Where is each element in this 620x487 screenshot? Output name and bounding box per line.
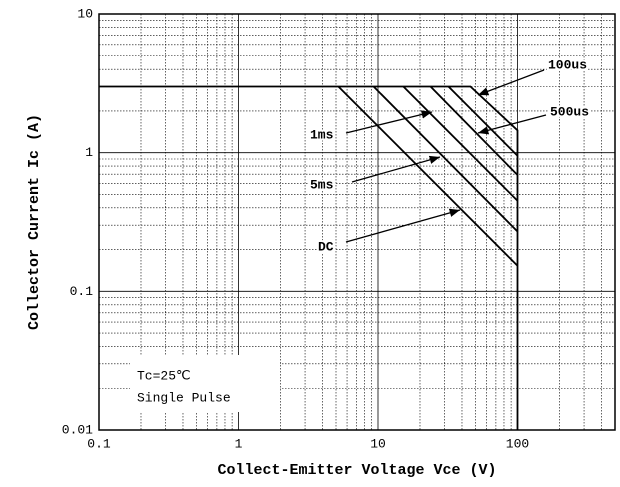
series-label: 5ms bbox=[310, 177, 334, 192]
label-arrow bbox=[345, 110, 433, 134]
y-tick-label: 0.1 bbox=[70, 284, 94, 299]
x-tick-label: 0.1 bbox=[87, 436, 111, 451]
soa-line bbox=[337, 85, 519, 267]
soa-line bbox=[372, 85, 519, 233]
soa-line bbox=[402, 85, 519, 202]
label-arrow bbox=[351, 155, 441, 183]
series-label: DC bbox=[318, 239, 334, 254]
series-label: 1ms bbox=[310, 127, 334, 142]
soa-line bbox=[429, 85, 519, 176]
label-arrow bbox=[477, 114, 547, 135]
soa-line bbox=[447, 85, 519, 157]
x-tick-label: 100 bbox=[506, 436, 529, 451]
plot-frame bbox=[98, 13, 616, 431]
series-label: 500us bbox=[550, 104, 589, 119]
x-tick-label: 10 bbox=[370, 436, 386, 451]
label-arrow bbox=[477, 69, 545, 96]
annotation: Single Pulse bbox=[137, 390, 231, 405]
annotation: Tc=25℃ bbox=[137, 368, 191, 383]
series-label: DC bbox=[318, 239, 334, 254]
y-tick-label: 0.01 bbox=[62, 422, 93, 437]
series-label: 100us bbox=[548, 57, 587, 72]
y-axis-label: Collector Current Ic (A) bbox=[26, 114, 43, 330]
plot bbox=[99, 85, 519, 430]
annotation-box bbox=[130, 355, 280, 412]
y-tick-label: 1 bbox=[85, 145, 93, 160]
series-label: 5ms bbox=[310, 177, 334, 192]
x-axis-label: Collect-Emitter Voltage Vce (V) bbox=[217, 462, 496, 479]
series-label: 100us bbox=[548, 57, 587, 72]
series-label: 1ms bbox=[310, 127, 334, 142]
soa-line bbox=[99, 85, 519, 430]
y-tick-label: 10 bbox=[77, 6, 93, 21]
x-tick-label: 1 bbox=[235, 436, 243, 451]
series-label: 500us bbox=[550, 104, 589, 119]
label-arrow bbox=[345, 208, 461, 243]
